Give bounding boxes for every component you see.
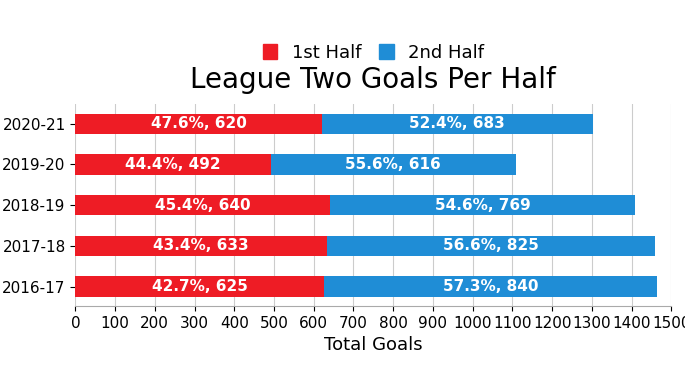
Bar xyxy=(75,114,322,134)
Text: 52.4%, 683: 52.4%, 683 xyxy=(410,116,506,131)
Title: League Two Goals Per Half: League Two Goals Per Half xyxy=(190,66,556,94)
Bar xyxy=(75,154,271,175)
Text: 47.6%, 620: 47.6%, 620 xyxy=(151,116,247,131)
Bar xyxy=(327,236,655,256)
X-axis label: Total Goals: Total Goals xyxy=(324,336,423,354)
Bar xyxy=(271,154,516,175)
Text: 43.4%, 633: 43.4%, 633 xyxy=(153,238,249,253)
Text: 55.6%, 616: 55.6%, 616 xyxy=(345,157,441,172)
Bar xyxy=(75,236,327,256)
Bar xyxy=(75,276,323,297)
Text: 45.4%, 640: 45.4%, 640 xyxy=(155,198,250,213)
Text: 44.4%, 492: 44.4%, 492 xyxy=(125,157,221,172)
Text: 57.3%, 840: 57.3%, 840 xyxy=(443,279,538,294)
Text: 56.6%, 825: 56.6%, 825 xyxy=(443,238,538,253)
Text: 42.7%, 625: 42.7%, 625 xyxy=(151,279,247,294)
Legend: 1st Half, 2nd Half: 1st Half, 2nd Half xyxy=(256,37,491,69)
Bar xyxy=(322,114,593,134)
Bar xyxy=(329,195,635,215)
Bar xyxy=(323,276,658,297)
Text: 54.6%, 769: 54.6%, 769 xyxy=(434,198,530,213)
Bar xyxy=(75,195,329,215)
